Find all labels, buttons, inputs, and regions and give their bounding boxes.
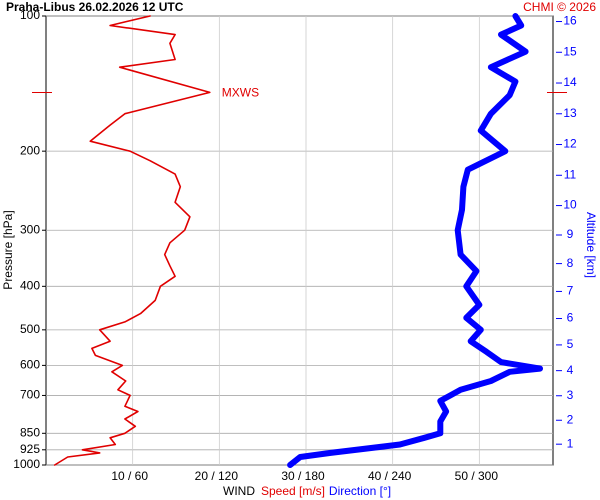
y2-tick-label: 4 bbox=[567, 363, 574, 377]
annotation: MXWS bbox=[222, 86, 259, 100]
y-tick-label: 700 bbox=[20, 388, 40, 402]
y2-tick-label: 13 bbox=[563, 106, 577, 120]
y-tick-label: 500 bbox=[20, 322, 40, 336]
credit: CHMI © 2026 bbox=[523, 0, 596, 14]
x-tick-label: 40 / 240 bbox=[368, 469, 412, 483]
y-tick-label: 850 bbox=[20, 425, 40, 439]
y2-tick-label: 3 bbox=[567, 388, 574, 402]
chart-title: Praha-Libus 26.02.2026 12 UTC bbox=[6, 0, 184, 14]
profile-line bbox=[287, 13, 543, 468]
y-tick-label: 600 bbox=[20, 358, 40, 372]
legend-entry: Direction [°] bbox=[329, 484, 391, 498]
y2-tick-label: 6 bbox=[567, 311, 574, 325]
y2-tick-label: 7 bbox=[567, 284, 574, 298]
y-tick-label: 300 bbox=[20, 222, 40, 236]
y2-tick-label: 2 bbox=[567, 412, 574, 426]
y2-tick-label: 9 bbox=[567, 227, 574, 241]
y-tick-label: 1000 bbox=[13, 457, 40, 471]
plot-frame bbox=[45, 15, 554, 466]
y-tick-label: 200 bbox=[20, 143, 40, 157]
y2-axis-label: Altitude [km] bbox=[584, 212, 598, 278]
profile-line bbox=[53, 15, 211, 466]
y-tick-label: 925 bbox=[20, 442, 40, 456]
x-axis-label: WIND bbox=[223, 484, 255, 498]
y2-tick-label: 5 bbox=[567, 337, 574, 351]
y2-tick-label: 11 bbox=[564, 167, 577, 181]
legend-entry: Speed [m/s] bbox=[261, 484, 325, 498]
y-tick-label: 400 bbox=[20, 278, 40, 292]
x-tick-label: 30 / 180 bbox=[281, 469, 325, 483]
y2-tick-label: 10 bbox=[563, 198, 577, 212]
y2-tick-label: 1 bbox=[567, 436, 574, 450]
y-axis-label: Pressure [hPa] bbox=[1, 210, 15, 289]
y2-tick-label: 16 bbox=[563, 14, 577, 28]
x-tick-label: 20 / 120 bbox=[195, 469, 239, 483]
y-tick-label: 100 bbox=[20, 8, 40, 22]
x-tick-label: 50 / 300 bbox=[455, 469, 499, 483]
y2-tick-label: 12 bbox=[563, 137, 577, 151]
y2-tick-label: 8 bbox=[567, 256, 574, 270]
x-tick-label: 10 / 60 bbox=[111, 469, 148, 483]
y2-tick-label: 14 bbox=[563, 75, 577, 89]
y2-tick-label: 15 bbox=[563, 44, 577, 58]
